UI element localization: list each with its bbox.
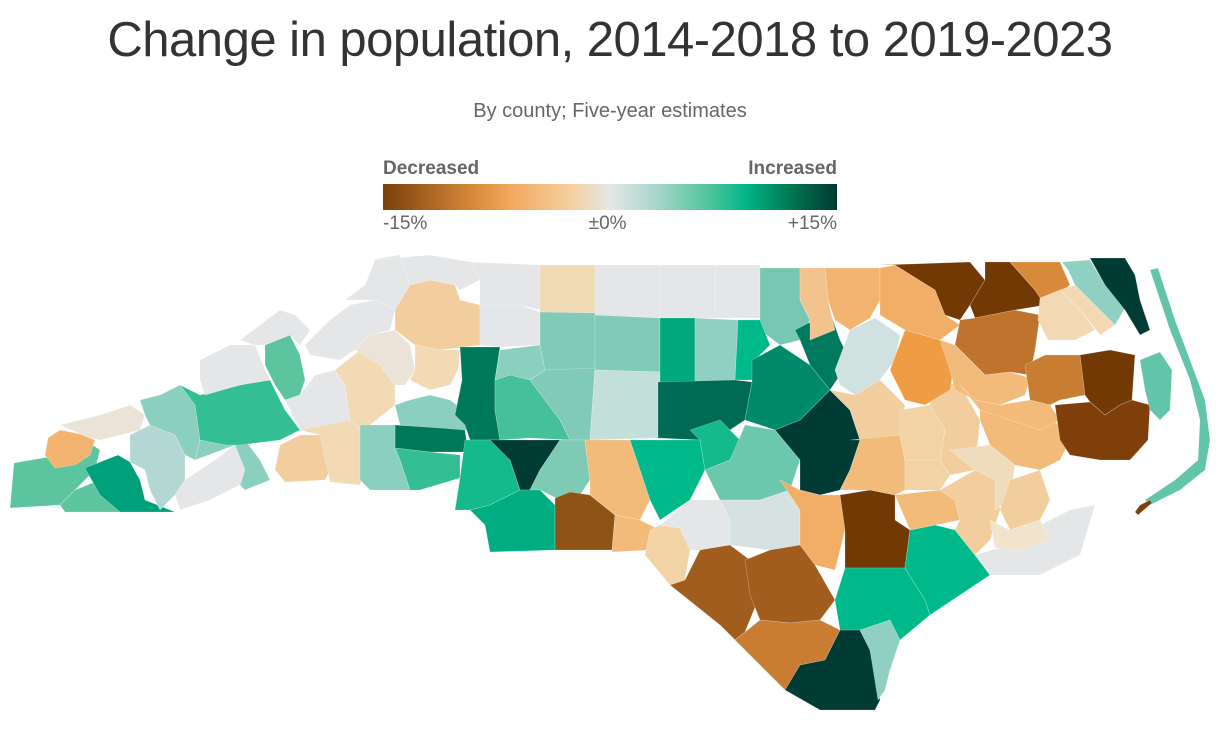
county-region (529, 367, 596, 441)
county-region (1061, 259, 1126, 326)
county-region (779, 479, 846, 571)
legend-tick-max: +15% (787, 213, 837, 234)
outer-banks-strip (1144, 267, 1211, 506)
legend-decreased-label: Decreased (383, 158, 480, 179)
county-region (594, 264, 661, 319)
page-subtitle: By county; Five-year estimates (473, 100, 747, 122)
county-region (304, 299, 396, 361)
county-region (839, 434, 906, 496)
county-region (394, 279, 481, 351)
county-region (1024, 354, 1086, 406)
county-region (644, 524, 691, 586)
county-region (479, 304, 541, 348)
county-region (1054, 399, 1151, 461)
county-region (904, 459, 951, 491)
county-region (199, 344, 271, 396)
county-region (44, 429, 96, 469)
county-region (959, 384, 1061, 431)
county-region (369, 254, 481, 291)
legend-tick-min: -15% (383, 213, 428, 234)
county-region (594, 314, 661, 373)
county-region (834, 567, 931, 641)
county-region (589, 369, 661, 441)
county-region (409, 344, 461, 391)
county-region (59, 404, 146, 441)
page-title: Change in population, 2014-2018 to 2019-… (107, 13, 1113, 67)
legend-tick-mid: ±0% (588, 213, 627, 234)
county-region (194, 439, 271, 491)
county-region (394, 447, 461, 491)
county-region (659, 264, 716, 319)
county-region (989, 519, 1051, 551)
county-region (539, 311, 596, 371)
county-region (694, 317, 739, 383)
legend-gradient-bar (383, 184, 837, 210)
county-region (744, 544, 836, 624)
color-legend: Decreased Increased -15% ±0% +15% (383, 158, 837, 238)
county-region (1139, 351, 1173, 421)
county-region (469, 261, 541, 311)
county-region (939, 339, 1031, 406)
county-region (239, 309, 311, 346)
outer-banks-strip (1134, 499, 1153, 516)
legend-increased-label: Increased (748, 158, 837, 179)
county-region (657, 379, 753, 441)
county-region (659, 317, 696, 383)
county-region (539, 264, 596, 314)
county-region (714, 264, 761, 319)
county-region (1089, 257, 1151, 336)
north-carolina-county-map (0, 240, 1220, 724)
county-region (834, 317, 901, 396)
county-region (799, 267, 836, 341)
county-region (719, 619, 841, 691)
county-region (629, 439, 706, 521)
county-region (274, 434, 331, 483)
county-region (84, 454, 176, 513)
